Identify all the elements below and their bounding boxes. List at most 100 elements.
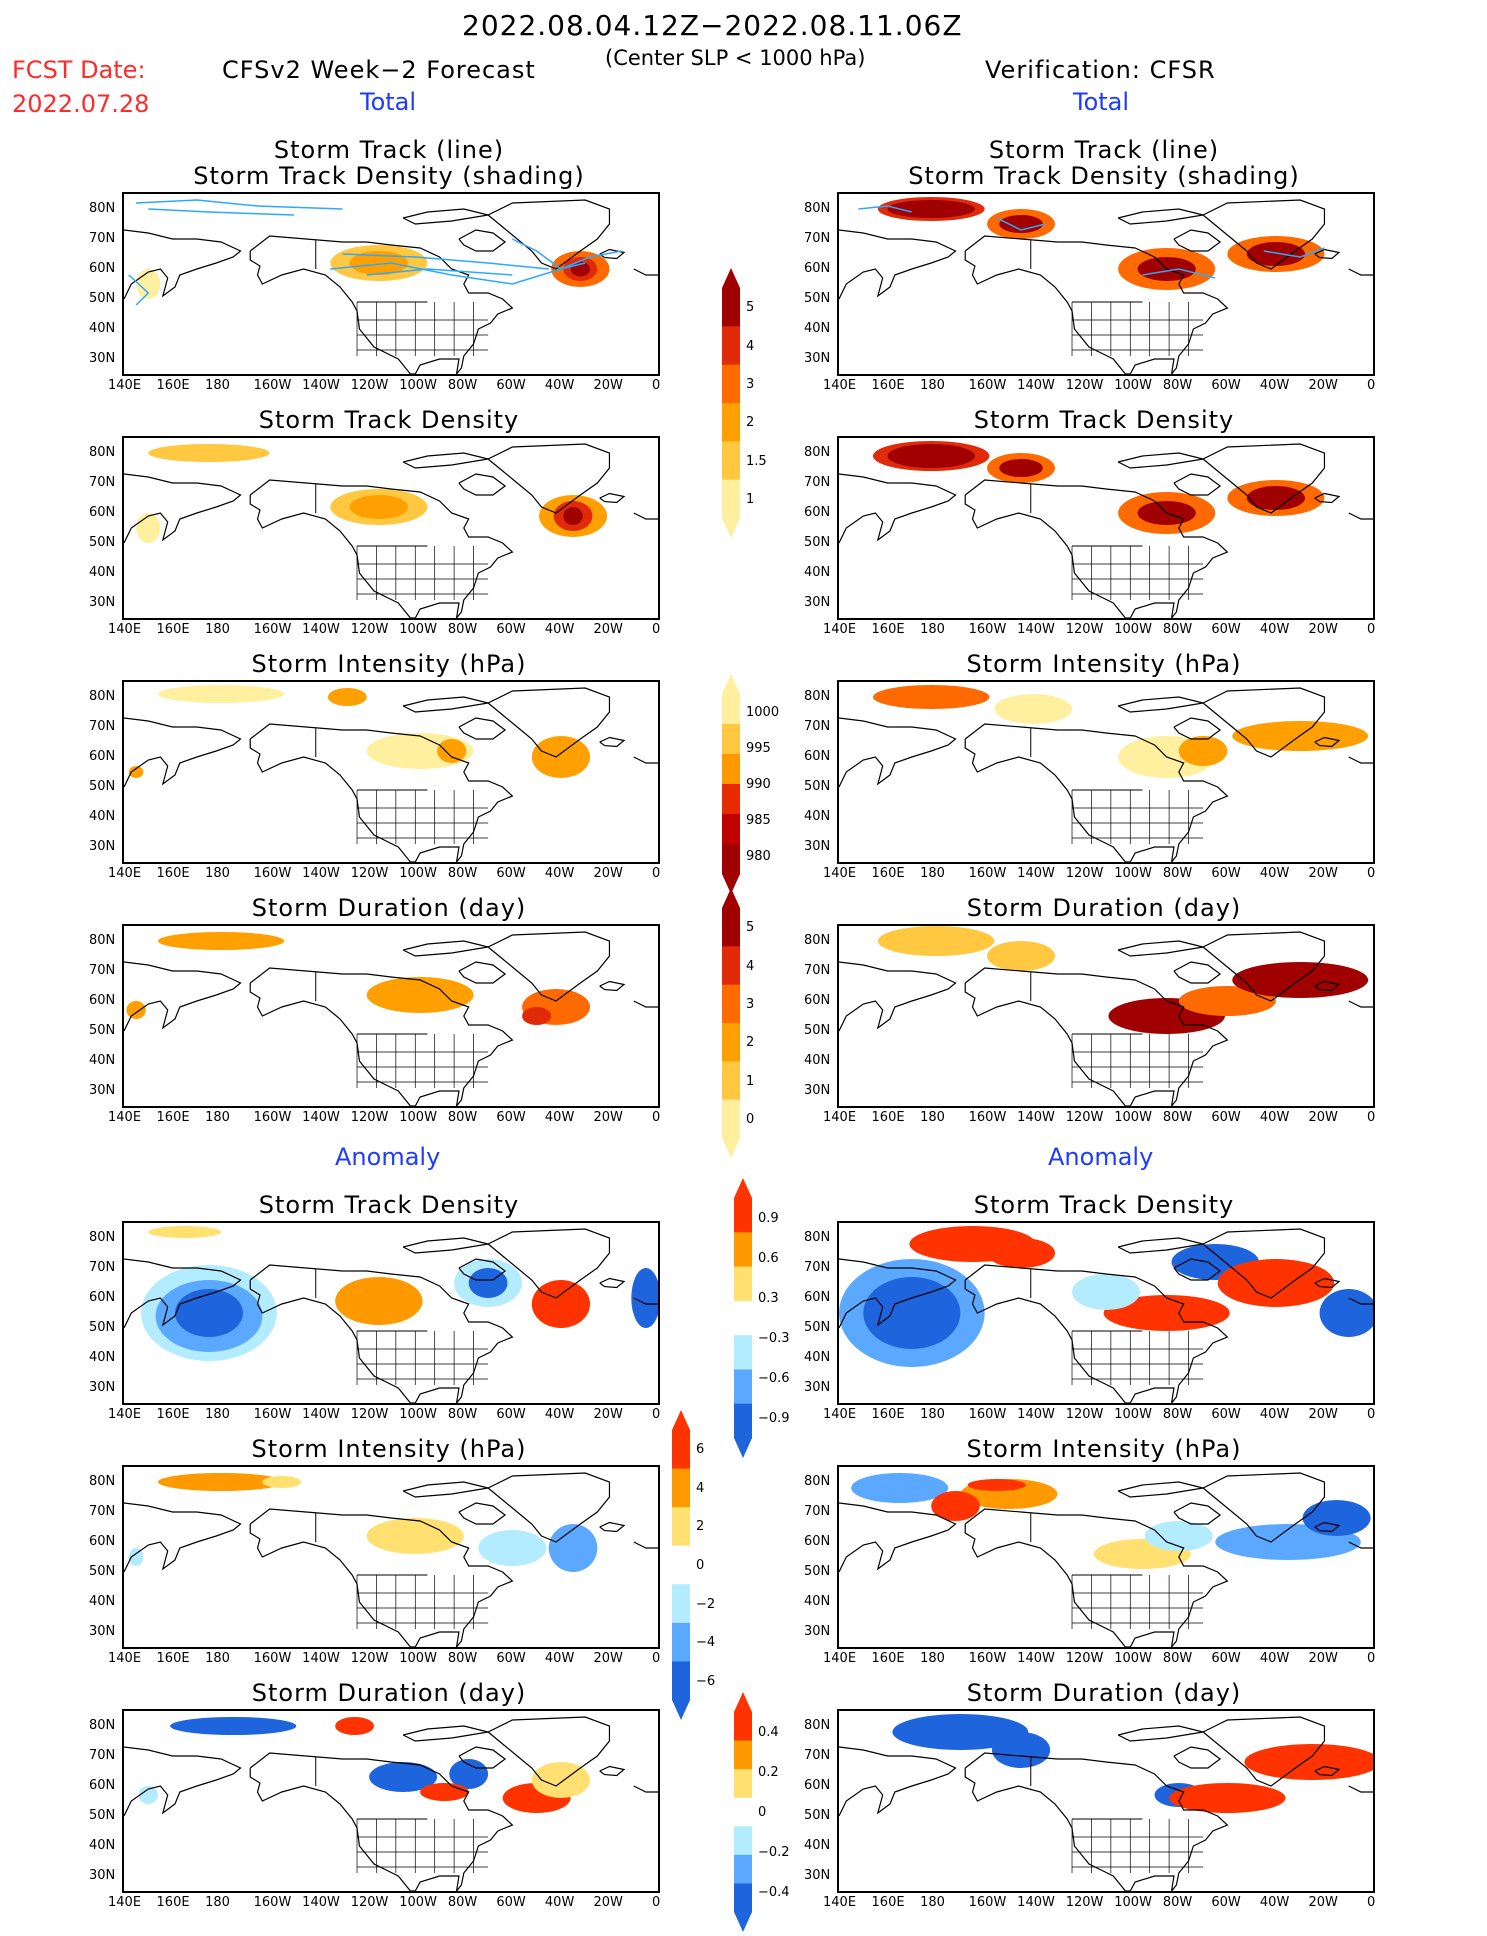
panel-title-duration-total-right: Storm Duration (day) — [966, 894, 1242, 922]
shading-blob — [887, 200, 975, 218]
colorbar-segment — [734, 1854, 752, 1884]
lat-tick-label: 60N — [804, 1290, 831, 1305]
lon-tick-label: 20W — [1308, 1895, 1338, 1910]
colorbar-bottom-arrow — [734, 1912, 752, 1932]
lat-tick-label: 70N — [804, 1748, 831, 1763]
coastline — [1117, 208, 1204, 225]
lon-tick-label: 40W — [1259, 622, 1290, 637]
panel-title-track-left: Storm Track Density (shading) — [193, 162, 585, 190]
coastline — [1314, 1521, 1341, 1533]
lat-tick-label: 60N — [804, 1778, 831, 1793]
lon-tick-label: 140W — [1017, 1651, 1055, 1666]
storm-track-line — [512, 238, 562, 270]
panel-title-intensity-total-right: Storm Intensity (hPa) — [966, 650, 1242, 678]
colorbar-segment — [722, 844, 740, 875]
colorbar-segment — [672, 1584, 690, 1624]
colorbar-label: 1.5 — [746, 453, 767, 469]
lon-tick-label: 160E — [871, 1651, 905, 1666]
coastline — [1173, 229, 1222, 252]
coastline — [599, 1521, 626, 1533]
lat-tick-label: 70N — [89, 963, 116, 978]
colorbar-segment — [722, 1099, 740, 1139]
lon-tick-label: 100W — [1114, 378, 1152, 393]
lon-tick-label: 120W — [1065, 1110, 1104, 1125]
lat-tick-label: 30N — [89, 1624, 116, 1639]
shading-blob — [170, 1717, 297, 1735]
colorbar-label: 0.6 — [758, 1251, 779, 1266]
lon-tick-label: 180 — [920, 622, 945, 637]
colorbar-bottom-arrow — [722, 1138, 740, 1158]
colorbar-label: 0 — [746, 1111, 755, 1127]
coastline — [633, 1000, 658, 1008]
shading-blob — [449, 1759, 489, 1789]
lon-tick-label: 120W — [350, 378, 389, 393]
coastline — [599, 1765, 626, 1777]
lon-tick-label: 40W — [544, 866, 575, 881]
colorbar-segment — [722, 908, 740, 947]
lat-tick-label: 40N — [89, 321, 116, 336]
colorbar-segment — [722, 403, 740, 442]
shading-blob — [157, 685, 285, 703]
coastline — [1348, 1785, 1373, 1793]
colorbar-label: 4 — [746, 958, 755, 974]
lon-tick-label: 60W — [496, 1651, 526, 1666]
lon-tick-label: 140E — [823, 1651, 857, 1666]
colorbar-label: 2 — [746, 415, 755, 431]
coastline — [124, 1258, 242, 1329]
colorbar-label: 1000 — [746, 705, 780, 720]
coastline — [124, 229, 242, 300]
lon-tick-label: 160W — [253, 1110, 292, 1125]
lon-tick-label: 0 — [652, 1110, 661, 1125]
lon-tick-label: 180 — [205, 866, 230, 881]
lon-tick-label: 80W — [447, 866, 478, 881]
lon-tick-label: 160W — [253, 866, 292, 881]
right-anomaly-label: Anomaly — [1048, 1143, 1154, 1171]
shading-blob — [991, 1732, 1051, 1768]
lat-tick-label: 50N — [804, 1023, 831, 1038]
lon-tick-label: 160E — [871, 1407, 905, 1422]
shading-blob — [478, 1530, 547, 1566]
shading-blob — [468, 1268, 508, 1298]
coastline — [1314, 1277, 1341, 1289]
coastline — [249, 1752, 514, 1891]
colorbar-label: 3 — [746, 376, 755, 392]
coastline — [1314, 492, 1341, 504]
panel-title-track-left: Storm Track (line) — [273, 136, 505, 164]
lon-tick-label: 0 — [652, 1407, 661, 1422]
shading-blob — [335, 1717, 375, 1735]
shading-blob — [563, 507, 583, 525]
colorbar-label: 0 — [696, 1558, 705, 1573]
lat-tick-label: 40N — [804, 1594, 831, 1609]
lat-tick-label: 60N — [89, 261, 116, 276]
lat-tick-label: 50N — [804, 535, 831, 550]
lon-tick-label: 140W — [1017, 622, 1055, 637]
lon-tick-label: 160E — [871, 866, 905, 881]
coastline — [487, 931, 611, 1002]
lon-tick-label: 60W — [1211, 378, 1241, 393]
lat-tick-label: 80N — [89, 1718, 116, 1733]
coastline — [1173, 1746, 1222, 1769]
lon-tick-label: 140E — [108, 622, 142, 637]
lon-tick-label: 160W — [968, 866, 1007, 881]
lon-tick-label: 40W — [544, 622, 575, 637]
lon-tick-label: 40W — [544, 1407, 575, 1422]
lon-tick-label: 60W — [1211, 1110, 1241, 1125]
shading-blob — [1144, 1521, 1213, 1551]
lon-tick-label: 160E — [156, 622, 190, 637]
coastline — [633, 756, 658, 764]
lon-tick-label: 80W — [447, 1895, 478, 1910]
lat-tick-label: 70N — [89, 475, 116, 490]
coastline — [1202, 1716, 1326, 1787]
lon-tick-label: 140E — [823, 866, 857, 881]
lon-tick-label: 80W — [1162, 1895, 1193, 1910]
colorbar-label: 4 — [696, 1480, 705, 1496]
lon-tick-label: 180 — [205, 1651, 230, 1666]
lat-tick-label: 50N — [804, 291, 831, 306]
lat-tick-label: 40N — [89, 1053, 116, 1068]
colorbar-segment — [734, 1300, 752, 1336]
shading-blob — [987, 1238, 1056, 1268]
panel-title-density-anom-right: Storm Track Density — [973, 1191, 1235, 1219]
colorbar-segment — [734, 1826, 752, 1856]
coastline — [839, 961, 957, 1032]
map-duration-anom-verification — [837, 1709, 1375, 1893]
